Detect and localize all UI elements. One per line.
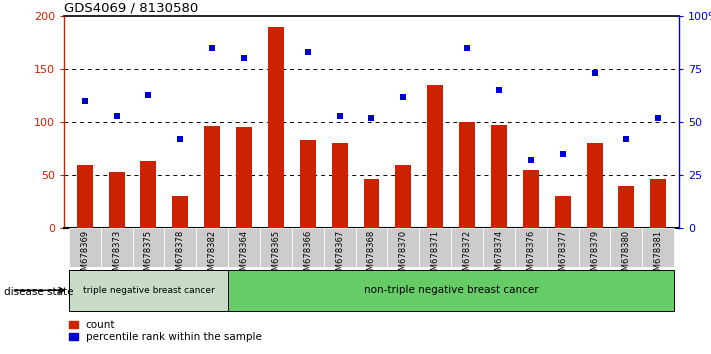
Point: [238, 56, 250, 61]
Point: [429, 2, 441, 8]
Text: GSM678364: GSM678364: [240, 229, 249, 281]
Point: [302, 49, 314, 55]
Text: GSM678377: GSM678377: [558, 229, 567, 281]
FancyBboxPatch shape: [292, 228, 324, 267]
Point: [143, 92, 154, 97]
Text: GSM678374: GSM678374: [494, 229, 503, 281]
Text: GSM678369: GSM678369: [80, 229, 89, 281]
Point: [366, 115, 378, 121]
FancyBboxPatch shape: [228, 228, 260, 267]
Text: GSM678370: GSM678370: [399, 229, 408, 281]
FancyBboxPatch shape: [356, 228, 387, 267]
Bar: [141, 161, 156, 228]
Text: GSM678376: GSM678376: [526, 229, 535, 281]
FancyBboxPatch shape: [611, 228, 642, 267]
FancyBboxPatch shape: [101, 228, 132, 267]
Bar: [651, 179, 666, 228]
Text: GSM678379: GSM678379: [590, 229, 599, 281]
FancyBboxPatch shape: [387, 228, 419, 267]
Point: [206, 45, 218, 51]
Point: [525, 158, 537, 163]
Point: [589, 70, 600, 76]
Bar: [77, 165, 92, 228]
Point: [461, 45, 473, 51]
Bar: [619, 186, 634, 228]
FancyBboxPatch shape: [196, 228, 228, 267]
Point: [397, 94, 409, 99]
Text: GSM678371: GSM678371: [431, 229, 439, 281]
Bar: [427, 85, 443, 228]
Bar: [236, 127, 252, 228]
Point: [79, 98, 90, 104]
Bar: [363, 179, 380, 228]
Bar: [523, 170, 539, 228]
Legend: count, percentile rank within the sample: count, percentile rank within the sample: [69, 320, 262, 342]
Text: disease state: disease state: [4, 287, 73, 297]
Text: GSM678366: GSM678366: [304, 229, 312, 281]
Bar: [172, 196, 188, 228]
FancyBboxPatch shape: [642, 228, 674, 267]
Bar: [459, 122, 475, 228]
Bar: [555, 196, 571, 228]
FancyBboxPatch shape: [132, 228, 164, 267]
FancyBboxPatch shape: [483, 228, 515, 267]
Text: non-triple negative breast cancer: non-triple negative breast cancer: [364, 285, 538, 295]
Bar: [300, 140, 316, 228]
FancyBboxPatch shape: [228, 270, 674, 311]
FancyBboxPatch shape: [547, 228, 579, 267]
Text: GSM678368: GSM678368: [367, 229, 376, 281]
Text: GSM678373: GSM678373: [112, 229, 121, 281]
Point: [653, 115, 664, 121]
Text: GSM678380: GSM678380: [622, 229, 631, 281]
FancyBboxPatch shape: [324, 228, 356, 267]
Text: GDS4069 / 8130580: GDS4069 / 8130580: [64, 2, 198, 15]
FancyBboxPatch shape: [164, 228, 196, 267]
Text: GSM678382: GSM678382: [208, 229, 217, 281]
Text: GSM678372: GSM678372: [463, 229, 471, 281]
FancyBboxPatch shape: [419, 228, 451, 267]
FancyBboxPatch shape: [69, 270, 228, 311]
Bar: [395, 165, 412, 228]
FancyBboxPatch shape: [451, 228, 483, 267]
Point: [175, 136, 186, 142]
Point: [334, 113, 346, 119]
Text: triple negative breast cancer: triple negative breast cancer: [82, 286, 214, 295]
Text: GSM678381: GSM678381: [654, 229, 663, 281]
Point: [621, 136, 632, 142]
Text: GSM678367: GSM678367: [335, 229, 344, 281]
Bar: [109, 172, 124, 228]
Bar: [587, 143, 602, 228]
Text: GSM678365: GSM678365: [272, 229, 280, 281]
Text: GSM678378: GSM678378: [176, 229, 185, 281]
Bar: [204, 126, 220, 228]
FancyBboxPatch shape: [260, 228, 292, 267]
FancyBboxPatch shape: [69, 228, 101, 267]
Bar: [268, 27, 284, 228]
Point: [557, 151, 568, 157]
Point: [111, 113, 122, 119]
FancyBboxPatch shape: [515, 228, 547, 267]
FancyBboxPatch shape: [579, 228, 611, 267]
Bar: [491, 125, 507, 228]
Bar: [331, 143, 348, 228]
Point: [493, 87, 505, 93]
Text: GSM678375: GSM678375: [144, 229, 153, 281]
